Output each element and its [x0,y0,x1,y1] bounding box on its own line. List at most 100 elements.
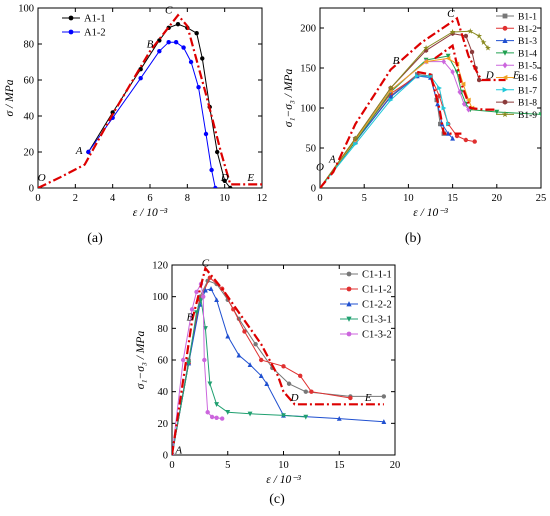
plot-frame [319,7,542,189]
y-tick-label: 50 [306,144,317,155]
panel-caption: (c) [269,492,285,507]
x-tick-label: 0 [35,193,40,204]
data-point-A1-2 [196,85,201,90]
data-point-B1-3 [388,94,394,99]
data-point-A1-2 [86,149,91,155]
data-point-C1-3-1 [207,381,213,387]
y-tick-label: 100 [300,104,316,115]
data-point-C1-3-1 [198,297,204,303]
data-point-A1-1 [200,56,205,61]
x-axis-label: ε / 10⁻³ [266,474,301,486]
data-point-A1-2 [173,40,179,45]
data-point-C1-2-2 [203,287,208,293]
x-tick-label: 6 [147,193,152,204]
data-point-C1-3-2 [194,289,199,295]
data-point-C1-1-1 [286,381,292,386]
data-point-A1-2 [166,40,171,45]
legend: B1-1 B1-2 B1-3 B1-4 B1-5 B1-6 B1-7 B1-8 B1-9 [496,13,537,121]
data-point-B1-7 [388,97,394,103]
legend-entry: C1-2-2 [362,300,392,311]
legend-entry: B1-9 [518,111,537,121]
data-point-C1-1-1 [303,389,308,394]
y-tick-label: 20 [158,419,169,430]
series-group [320,16,541,188]
curve-point-label-E: E [246,172,254,184]
x-tick-label: 0 [317,193,322,204]
legend-entry: A1-2 [84,28,106,39]
data-point-B1-7 [353,141,358,147]
series-line-B1-7 [320,75,449,188]
data-point-C1-3-2 [180,357,186,363]
data-point-C1-3-2 [189,307,195,312]
y-tick-label: 0 [163,451,168,462]
legend-marker [346,301,352,307]
data-point-B1-8 [477,77,482,83]
y-tick-label: 80 [24,40,35,51]
y-tick-label: 20 [24,148,35,159]
data-point-C1-1-2 [259,357,264,363]
legend-marker [346,286,352,292]
data-point-A1-2 [209,167,214,173]
x-axis-label: ε / 10⁻³ [133,207,168,219]
x-tick-label: 10 [219,193,230,204]
x-tick-label: 15 [334,460,345,471]
data-point-A1-1 [194,31,199,36]
x-tick-label: 20 [492,193,503,204]
data-point-C1-1-2 [231,307,236,312]
curve-point-label-D: D [290,392,299,404]
data-point-B1-9 [476,32,483,39]
series-line-B1-2 [320,75,475,188]
x-tick-label: 10 [403,193,414,204]
curve-point-label-C: C [447,8,455,20]
legend-marker [502,25,508,31]
data-point-A1-1 [110,110,115,115]
x-tick-label: 12 [257,193,268,204]
data-point-B1-8 [463,33,468,39]
data-point-B1-2 [472,139,477,144]
curve-point-label-E: E [364,392,372,404]
y-axis-label: σ / MPa [4,79,16,116]
x-tick-label: 5 [362,193,367,204]
legend: C1-1-1 C1-1-2 C1-2-2 C1-3-1 C1-3-2 [340,270,392,341]
series-line-B1-3 [320,75,453,188]
data-point-B1-9 [449,28,456,35]
legend-marker [502,50,508,56]
data-point-C1-2-2 [208,286,214,291]
x-tick-label: 5 [225,460,230,471]
legend-marker [501,111,509,118]
data-point-A1-2 [213,185,218,188]
legend-marker [68,15,74,21]
data-point-C1-3-2 [209,414,215,420]
curve-point-label-B: B [186,311,193,323]
legend-marker [346,271,352,277]
data-point-B1-7 [445,121,451,127]
x-tick-label: 8 [185,193,190,204]
y-tick-label: 40 [24,112,35,123]
y-tick-label: 40 [158,387,169,398]
x-tick-label: 2 [73,193,78,204]
legend-marker [502,99,508,105]
data-point-C1-2-2 [264,381,270,386]
series-line-A1-2 [87,41,216,188]
curve-point-label-B: B [393,55,400,67]
x-tick-label: 25 [536,193,547,204]
y-tick-label: 200 [300,24,316,35]
y-tick-label: 120 [152,261,168,272]
y-tick-label: 60 [158,356,169,367]
data-point-A1-2 [181,45,186,50]
data-point-B1-7 [441,105,447,111]
y-tick-label: 80 [158,324,169,335]
curve-point-label-A: A [174,444,182,456]
data-point-C1-3-2 [214,415,219,420]
legend-entry: C1-3-1 [362,315,392,326]
x-tick-label: 20 [390,460,401,471]
data-point-B1-5 [450,69,455,75]
data-point-B1-9 [423,44,430,51]
data-point-B1-9 [485,44,491,51]
data-point-C1-2-2 [214,297,220,303]
data-point-C1-3-1 [203,326,208,331]
data-point-B1-9 [467,28,474,34]
data-point-C1-2-2 [225,333,231,339]
data-point-C1-3-2 [202,357,207,363]
